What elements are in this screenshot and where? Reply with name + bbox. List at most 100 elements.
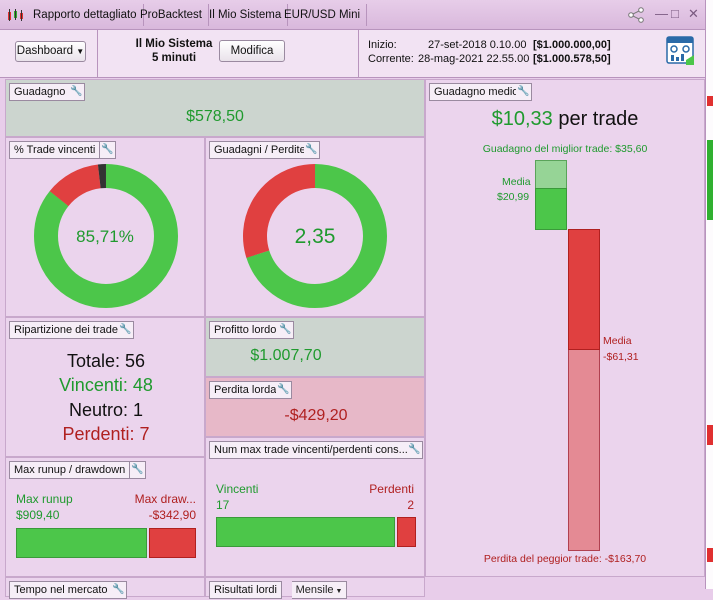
loss-segment bbox=[34, 164, 178, 308]
panel-title: % Trade vincenti bbox=[9, 141, 101, 159]
background-chart-mark bbox=[707, 425, 713, 445]
tab-bar: Rapporto dettagliato ProBacktest Il Mio … bbox=[0, 0, 705, 30]
start-date: 27-set-2018 0.10.00 bbox=[428, 39, 527, 51]
gross-results-panel: Risultati lordi Mensile ▼ bbox=[205, 577, 425, 599]
win-percentage-panel: % Trade vincenti 🔧 85,71% bbox=[5, 137, 205, 317]
maximize-icon[interactable]: □ bbox=[671, 6, 679, 21]
gain-loss-ratio: 2,35 bbox=[294, 225, 336, 248]
report-header: Dashboard ▼ Il Mio Sistema 5 minuti Modi… bbox=[0, 30, 705, 78]
edit-button[interactable]: Modifica bbox=[219, 40, 285, 62]
consecutive-losers-label: Perdenti bbox=[369, 482, 414, 496]
gross-loss-value: -$429,20 bbox=[284, 407, 348, 424]
wrench-icon[interactable]: 🔧 bbox=[516, 83, 532, 101]
background-chart-mark bbox=[707, 96, 713, 106]
gain-panel: Guadagno 🔧 $578,50 bbox=[5, 79, 425, 137]
minimize-icon[interactable]: — bbox=[655, 6, 668, 21]
panel-title: Guadagno medio bbox=[429, 83, 524, 101]
win-percentage-value: 85,71% bbox=[76, 227, 134, 246]
consecutive-winners-value: 17 bbox=[216, 498, 230, 512]
loss-segment bbox=[243, 164, 387, 308]
dashboard-label: Dashboard bbox=[16, 45, 74, 57]
max-drawdown-bar bbox=[149, 528, 196, 558]
wrench-icon[interactable]: 🔧 bbox=[278, 321, 294, 339]
panel-title: Perdita lorda bbox=[209, 381, 282, 399]
wrench-icon[interactable]: 🔧 bbox=[407, 441, 423, 459]
average-win-value: $20,99 bbox=[497, 191, 530, 203]
current-label: Corrente: bbox=[368, 53, 414, 65]
worst-trade-label: Perdita del peggior trade: -$163,70 bbox=[483, 553, 647, 565]
panel-title: Tempo nel mercato bbox=[9, 581, 113, 599]
gross-profit-panel: Profitto lordo 🔧 $1.007,70 bbox=[205, 317, 425, 377]
period-dropdown[interactable]: Mensile ▼ bbox=[292, 581, 347, 599]
background-chart-mark bbox=[707, 548, 713, 562]
wrench-icon[interactable]: 🔧 bbox=[118, 321, 134, 339]
tab-probacktest[interactable]: ProBacktest bbox=[134, 4, 209, 26]
average-win-bar bbox=[535, 188, 567, 230]
max-runup-bar bbox=[16, 528, 147, 558]
panel-title: Guadagni / Perdite bbox=[209, 141, 311, 159]
wrench-icon[interactable]: 🔧 bbox=[100, 141, 116, 159]
consecutive-losers-value: 2 bbox=[407, 498, 414, 512]
system-name: Il Mio Sistema bbox=[135, 38, 213, 50]
losing-trades: Perdenti: 7 bbox=[62, 424, 150, 444]
total-trades: Totale: 56 bbox=[66, 351, 146, 371]
panel-title: Num max trade vincenti/perdenti cons... bbox=[209, 441, 413, 459]
runup-drawdown-panel: Max runup / drawdown 🔧 Max runup $909,40… bbox=[5, 457, 205, 577]
period-label: Mensile bbox=[295, 584, 334, 596]
timeframe: 5 minuti bbox=[151, 52, 197, 64]
neutral-segment bbox=[34, 164, 178, 308]
average-gain-headline: $10,33 per trade bbox=[426, 108, 704, 131]
max-runup-value: $909,40 bbox=[16, 508, 60, 522]
consecutive-winners-label: Vincenti bbox=[216, 482, 259, 496]
chevron-down-icon: ▼ bbox=[333, 588, 343, 595]
winning-trades: Vincenti: 48 bbox=[59, 375, 153, 395]
panel-title: Ripartizione dei trade bbox=[9, 321, 123, 339]
gain-loss-panel: Guadagni / Perdite 🔧 2,35 bbox=[205, 137, 425, 317]
gross-loss-panel: Perdita lorda 🔧 -$429,20 bbox=[205, 377, 425, 437]
average-loss-value: -$61,31 bbox=[603, 351, 639, 363]
wrench-icon[interactable]: 🔧 bbox=[69, 83, 85, 101]
consecutive-losers-bar bbox=[397, 517, 416, 547]
wrench-icon[interactable]: 🔧 bbox=[276, 381, 292, 399]
background-window-edge bbox=[705, 0, 713, 589]
panel-title: Guadagno bbox=[9, 83, 71, 101]
panel-title: Max runup / drawdown bbox=[9, 461, 131, 479]
close-icon[interactable]: ✕ bbox=[688, 6, 699, 21]
average-win-label: Media bbox=[502, 176, 531, 188]
divider bbox=[358, 30, 359, 78]
background-chart-mark bbox=[707, 140, 713, 220]
tab-detailed-report[interactable]: Rapporto dettagliato bbox=[27, 4, 144, 26]
neutral-trades: Neutro: 1 bbox=[68, 400, 144, 420]
panel-title: Profitto lordo bbox=[209, 321, 282, 339]
average-gain-panel: Guadagno medio 🔧 $10,33 per trade Guadag… bbox=[425, 79, 705, 577]
gain-value: $578,50 bbox=[186, 108, 244, 125]
dashboard-dropdown[interactable]: Dashboard ▼ bbox=[15, 41, 86, 62]
tab-system[interactable]: Il Mio Sistema bbox=[203, 4, 289, 26]
average-loss-bar bbox=[568, 229, 600, 350]
chart-icon bbox=[7, 8, 25, 22]
tab-instrument[interactable]: EUR/USD Mini bbox=[278, 4, 368, 26]
max-runup-label: Max runup bbox=[16, 492, 73, 506]
max-drawdown-value: -$342,90 bbox=[148, 508, 196, 522]
best-trade-label: Guadagno del miglior trade: $35,60 bbox=[482, 143, 648, 155]
divider bbox=[97, 30, 98, 78]
max-drawdown-label: Max draw... bbox=[134, 492, 196, 506]
win-segment bbox=[34, 164, 178, 308]
average-gain-value: $10,33 bbox=[491, 108, 553, 130]
average-gain-suffix: per trade bbox=[558, 108, 639, 130]
chevron-down-icon: ▼ bbox=[76, 47, 85, 56]
start-label: Inizio: bbox=[368, 39, 397, 51]
share-icon[interactable] bbox=[627, 7, 645, 23]
dashboard-settings-icon[interactable] bbox=[666, 36, 696, 66]
gain-loss-donut bbox=[243, 164, 387, 308]
gross-profit-value: $1.007,70 bbox=[250, 347, 322, 364]
current-value: [$1.000.578,50] bbox=[533, 53, 611, 65]
panel-title: Risultati lordi bbox=[209, 581, 282, 599]
wrench-icon[interactable]: 🔧 bbox=[130, 461, 146, 479]
trade-breakdown-panel: Ripartizione dei trade 🔧 Totale: 56 Vinc… bbox=[5, 317, 205, 457]
consecutive-winners-bar bbox=[216, 517, 395, 547]
wrench-icon[interactable]: 🔧 bbox=[111, 581, 127, 599]
time-in-market-panel: Tempo nel mercato 🔧 bbox=[5, 577, 205, 599]
start-value: [$1.000.000,00] bbox=[533, 39, 611, 51]
wrench-icon[interactable]: 🔧 bbox=[304, 141, 320, 159]
